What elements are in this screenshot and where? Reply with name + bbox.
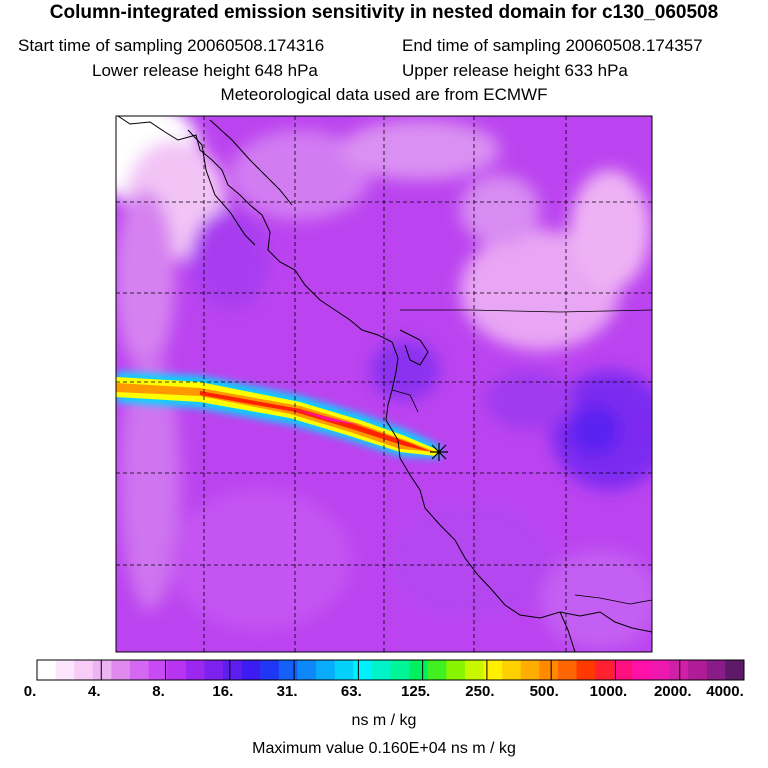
colorbar-units: ns m / kg: [351, 712, 417, 729]
end-time-label: End time of sampling 20060508.174357: [402, 36, 703, 55]
colorbar-tick-label: 63.: [340, 683, 362, 700]
colorbar-swatch: [316, 660, 336, 680]
colorbar-swatch: [92, 660, 112, 680]
colorbar-swatch: [446, 660, 466, 680]
colorbar-tick-label: 125.: [401, 683, 431, 700]
colorbar: [36, 659, 745, 681]
colorbar-swatch: [260, 660, 280, 680]
colorbar-swatch: [706, 660, 726, 680]
colorbar-tick-label: 31.: [276, 683, 298, 700]
colorbar-swatch: [185, 660, 205, 680]
start-time-label: Start time of sampling 20060508.174316: [18, 36, 325, 55]
colorbar-swatch: [148, 660, 168, 680]
colorbar-swatch: [37, 660, 57, 680]
release-point-star-icon: [430, 443, 448, 461]
colorbar-swatch: [688, 660, 708, 680]
colorbar-swatch: [55, 660, 75, 680]
colorbar-tick-label: 0.: [23, 683, 37, 700]
colorbar-swatch: [557, 660, 578, 680]
colorbar-swatch: [669, 660, 689, 680]
colorbar-tick-label: 16.: [212, 683, 234, 700]
colorbar-swatch: [74, 660, 94, 680]
colorbar-swatch: [650, 660, 671, 680]
maximum-value-label: Maximum value 0.160E+04 ns m / kg: [252, 740, 516, 757]
colorbar-swatch: [427, 660, 447, 680]
colorbar-tick-label: 1000.: [589, 683, 628, 700]
coastline: [117, 116, 652, 652]
map-field: [116, 116, 652, 652]
lower-release-height-label: Lower release height 648 hPa: [92, 61, 318, 80]
upper-release-height-label: Upper release height 633 hPa: [402, 61, 628, 80]
colorbar-tick-label: 8.: [152, 683, 165, 700]
colorbar-swatch: [241, 660, 261, 680]
colorbar-swatch: [520, 660, 540, 680]
colorbar-tick-label: 250.: [465, 683, 495, 700]
colorbar-swatch: [204, 660, 224, 680]
colorbar-swatch: [464, 660, 485, 680]
map-frame: [115, 115, 653, 653]
colorbar-frame: [36, 659, 745, 681]
colorbar-swatch: [613, 660, 633, 680]
colorbar-swatch: [334, 660, 354, 680]
sensitivity-texture: [116, 116, 652, 650]
colorbar-swatch: [130, 660, 150, 680]
met-data-label: Meteorological data used are from ECMWF: [220, 85, 548, 104]
colorbar-swatch: [483, 660, 503, 680]
colorbar-swatch: [167, 660, 187, 680]
colorbar-swatch: [111, 660, 131, 680]
colorbar-swatch: [223, 660, 243, 680]
colorbar-swatch: [539, 660, 559, 680]
country-borders: [391, 309, 652, 605]
colorbar-tick-label: 4000.: [706, 683, 744, 700]
plot-title: Column-integrated emission sensitivity i…: [49, 2, 719, 23]
colorbar-swatch: [278, 660, 298, 680]
colorbar-swatch: [390, 660, 410, 680]
colorbar-swatch: [725, 660, 745, 680]
colorbar-swatch: [632, 660, 652, 680]
colorbar-swatch: [595, 660, 615, 680]
colorbar-tick-label: 4.: [88, 683, 101, 700]
colorbar-swatch: [371, 660, 391, 680]
colorbar-swatch: [353, 660, 373, 680]
colorbar-tick-label: 500.: [529, 683, 559, 700]
lat-lon-grid: [116, 116, 652, 652]
colorbar-swatch: [502, 660, 522, 680]
colorbar-tick-label: 2000.: [653, 683, 692, 700]
colorbar-swatch: [409, 660, 429, 680]
colorbar-swatch: [297, 660, 317, 680]
emission-plume: [116, 372, 440, 458]
colorbar-swatch: [576, 660, 596, 680]
